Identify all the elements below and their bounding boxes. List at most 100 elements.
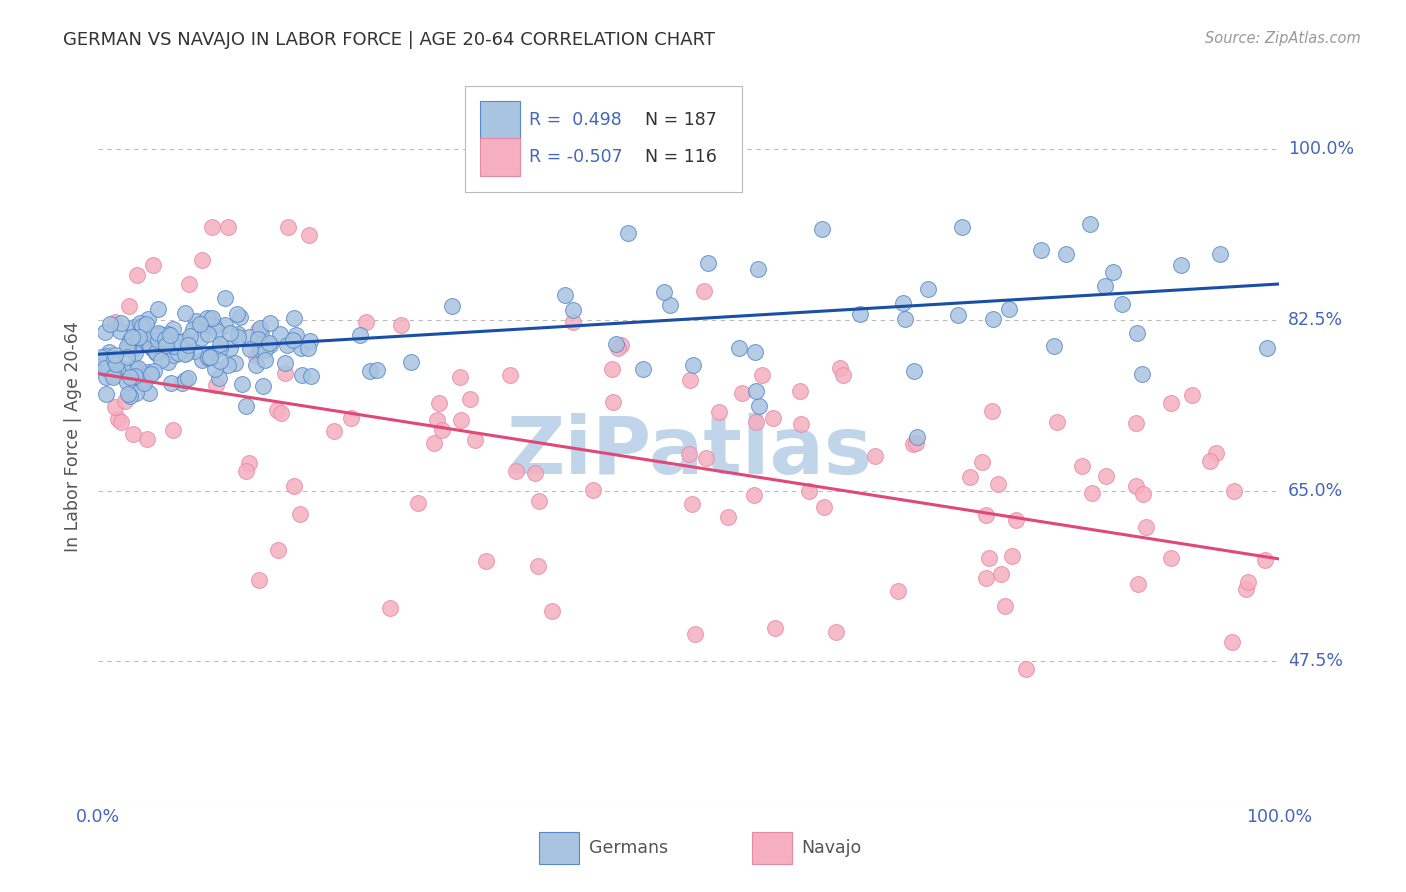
Point: [136, 311, 159, 326]
Point: [893, 296, 915, 310]
Point: [288, 508, 311, 522]
Point: [903, 364, 925, 378]
FancyBboxPatch shape: [464, 86, 742, 192]
Point: [138, 339, 160, 353]
Point: [118, 389, 141, 403]
Point: [135, 432, 157, 446]
Point: [163, 339, 186, 353]
Point: [399, 355, 422, 369]
Point: [208, 337, 231, 351]
Point: [124, 346, 146, 360]
Point: [747, 262, 769, 277]
Point: [122, 361, 145, 376]
Point: [1111, 297, 1133, 311]
Point: [709, 405, 731, 419]
Point: [245, 349, 267, 363]
Point: [181, 322, 204, 336]
Point: [905, 430, 928, 444]
Point: [1132, 487, 1154, 501]
FancyBboxPatch shape: [752, 832, 792, 864]
Point: [987, 476, 1010, 491]
Point: [131, 373, 153, 387]
Point: [170, 376, 193, 391]
Point: [238, 456, 260, 470]
Point: [887, 583, 910, 598]
Point: [1253, 553, 1275, 567]
Point: [257, 336, 280, 351]
Point: [291, 368, 314, 383]
Point: [139, 367, 162, 381]
Point: [990, 566, 1012, 581]
Point: [128, 330, 150, 344]
Point: [269, 326, 291, 341]
Point: [1181, 388, 1204, 402]
Point: [281, 333, 304, 347]
Point: [101, 370, 124, 384]
Point: [1126, 577, 1149, 591]
Point: [605, 336, 627, 351]
Point: [789, 384, 811, 398]
Point: [1126, 326, 1149, 340]
Point: [104, 400, 127, 414]
Point: [744, 384, 766, 399]
Point: [1080, 486, 1102, 500]
Point: [974, 571, 997, 585]
Point: [114, 394, 136, 409]
Point: [339, 411, 361, 425]
Point: [103, 354, 125, 368]
Point: [162, 322, 184, 336]
Point: [115, 351, 138, 365]
Point: [717, 510, 740, 524]
Text: N = 187: N = 187: [645, 112, 717, 129]
Point: [950, 219, 973, 234]
Point: [125, 386, 148, 401]
Point: [139, 339, 162, 353]
Point: [174, 333, 197, 347]
Point: [155, 338, 177, 352]
Point: [204, 362, 226, 376]
Point: [202, 319, 225, 334]
Text: 82.5%: 82.5%: [1288, 311, 1343, 329]
Point: [131, 322, 153, 336]
Point: [120, 333, 142, 347]
Text: Navajo: Navajo: [801, 839, 862, 857]
Point: [695, 450, 717, 465]
Point: [727, 342, 749, 356]
Point: [110, 415, 132, 429]
Point: [441, 299, 464, 313]
Point: [1125, 479, 1147, 493]
Point: [249, 320, 271, 334]
Point: [1220, 635, 1243, 649]
Point: [1160, 396, 1182, 410]
Point: [427, 396, 450, 410]
FancyBboxPatch shape: [479, 102, 520, 139]
Point: [253, 343, 276, 357]
Point: [142, 342, 165, 356]
Point: [177, 337, 200, 351]
Point: [104, 357, 127, 371]
Point: [174, 373, 197, 387]
Point: [554, 288, 576, 302]
Point: [683, 627, 706, 641]
Point: [90, 350, 112, 364]
Text: 100.0%: 100.0%: [1288, 140, 1354, 159]
Point: [283, 479, 305, 493]
Point: [1125, 417, 1147, 431]
Point: [831, 368, 853, 383]
Point: [692, 285, 714, 299]
Point: [146, 334, 169, 348]
Point: [148, 301, 170, 316]
Point: [225, 307, 247, 321]
Point: [156, 339, 179, 353]
Point: [277, 220, 299, 235]
Point: [1043, 338, 1066, 352]
Point: [149, 327, 172, 342]
Point: [974, 508, 997, 522]
Point: [1237, 575, 1260, 590]
Y-axis label: In Labor Force | Age 20-64: In Labor Force | Age 20-64: [65, 322, 83, 552]
Point: [505, 464, 527, 478]
Point: [731, 386, 754, 401]
Point: [1014, 661, 1036, 675]
Point: [617, 226, 640, 240]
Point: [1170, 258, 1192, 272]
